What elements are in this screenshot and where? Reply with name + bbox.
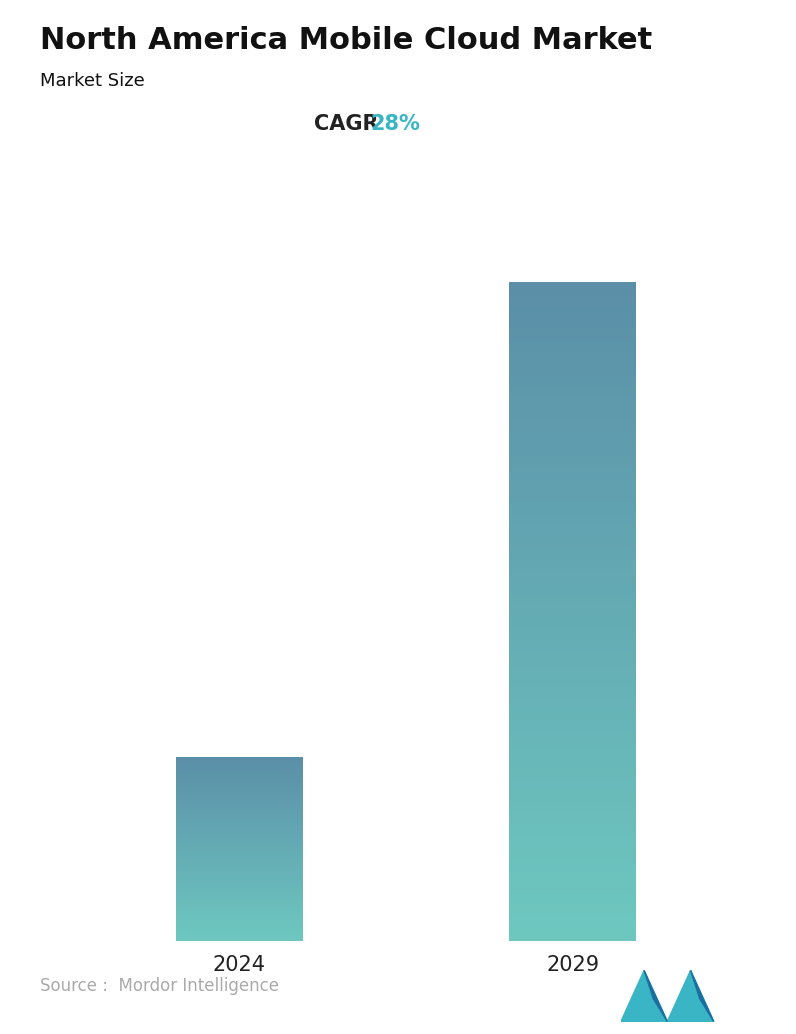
Text: Market Size: Market Size xyxy=(40,72,145,90)
Polygon shape xyxy=(667,970,714,1022)
Text: North America Mobile Cloud Market: North America Mobile Cloud Market xyxy=(40,26,652,55)
Text: 28%: 28% xyxy=(370,114,420,133)
Text: CAGR: CAGR xyxy=(314,114,379,133)
Polygon shape xyxy=(690,970,714,1022)
Text: Source :  Mordor Intelligence: Source : Mordor Intelligence xyxy=(40,977,279,995)
Polygon shape xyxy=(621,970,667,1022)
Polygon shape xyxy=(644,970,667,1022)
